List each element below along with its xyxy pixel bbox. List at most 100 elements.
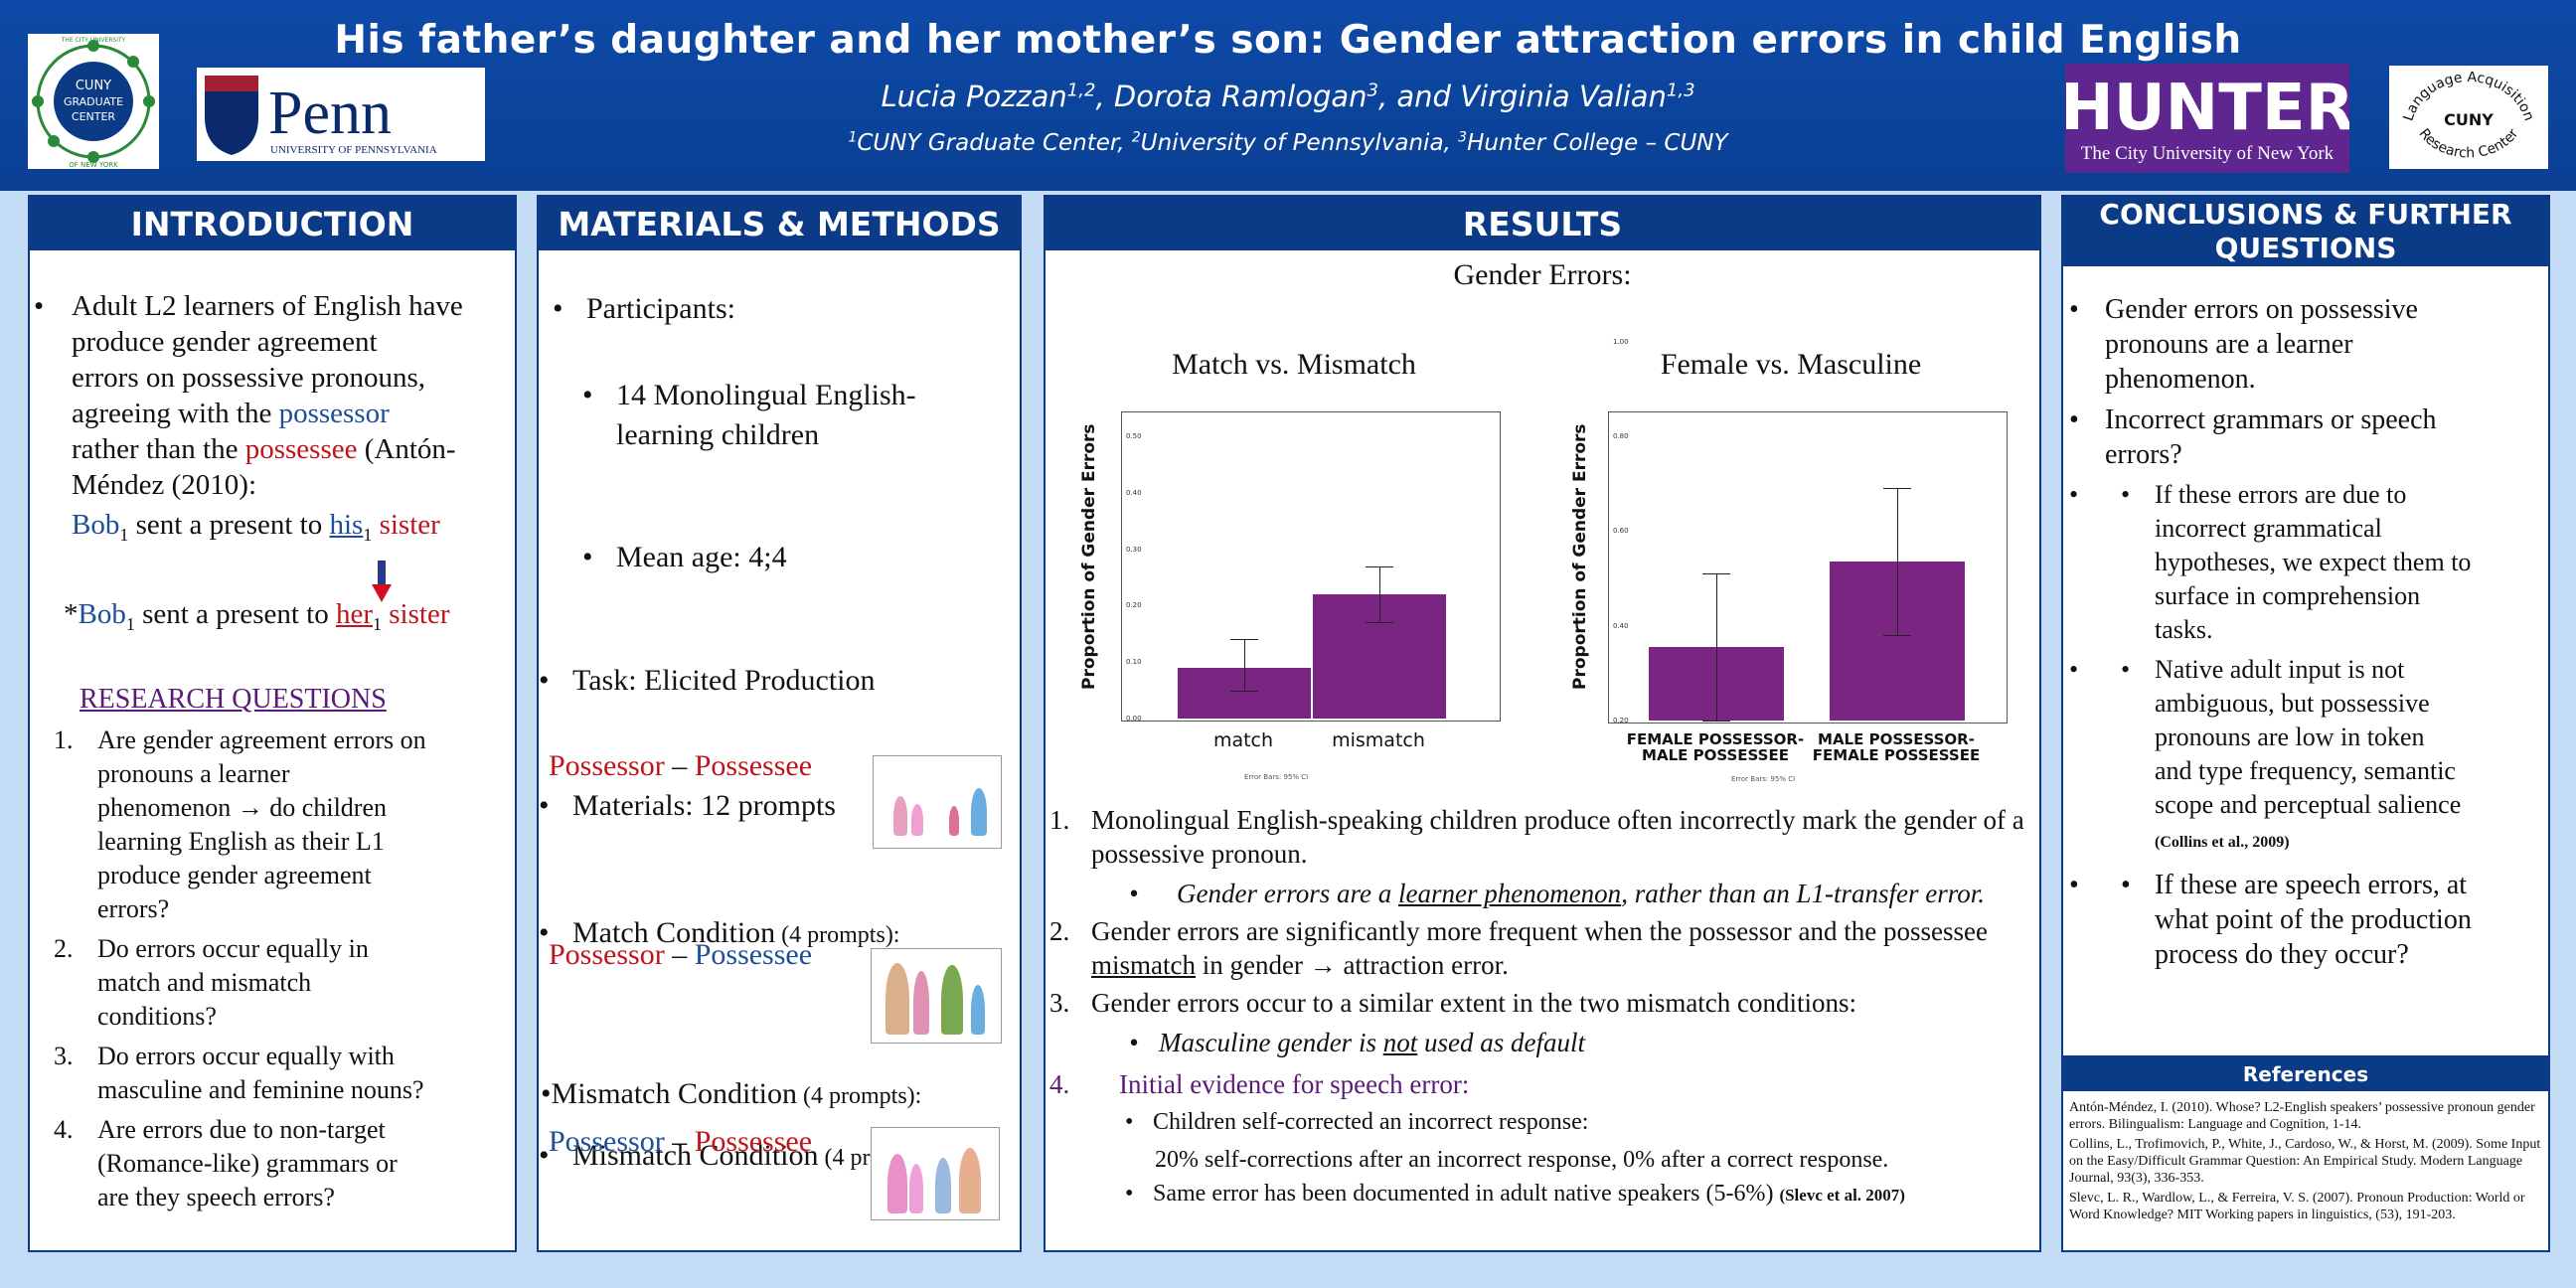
hunter-logo-sub: The City University of New York bbox=[2081, 143, 2334, 164]
task-item: Task: Elicited Production bbox=[535, 664, 1016, 698]
research-question-3: 3. Do errors occur equally with masculine … bbox=[54, 1042, 424, 1104]
chart-2-errorcap bbox=[1702, 721, 1730, 722]
affiliations-text: 1CUNY Graduate Center, 2University of Pe… bbox=[848, 129, 1728, 156]
chart-1-ytick: 0.10 bbox=[1126, 658, 1142, 667]
research-questions-list: 1. Are gender agreement errors on pronouns… bbox=[54, 724, 521, 1220]
cuny-logo-bottom: OF NEW YORK bbox=[69, 161, 118, 169]
result-point-1: 1. Monolingual English-speaking children … bbox=[1049, 805, 2024, 869]
chart-1-ytick: 0.40 bbox=[1126, 488, 1142, 497]
chart-1-footnote: Error Bars: 95% CI bbox=[1244, 773, 1309, 781]
chart-1-title: Match vs. Mismatch bbox=[1172, 348, 1416, 381]
result-point-4-sub-3: • Same error has been documented in adult… bbox=[1125, 1181, 1905, 1207]
chart-2-ytick: 0.20 bbox=[1613, 717, 1629, 724]
result-point-4: 4. Initial evidence for speech error: bbox=[1049, 1069, 1470, 1099]
hunter-logo: HUNTER The City University of New York bbox=[2060, 64, 2354, 173]
chart-1-category-2: mismatch bbox=[1332, 729, 1425, 751]
result-point-3: 3. Gender errors occur to a similar exten… bbox=[1049, 988, 1857, 1018]
svg-text:Research Center: Research Center bbox=[2416, 126, 2522, 162]
poster-authors: Lucia Pozzan1,2, Dorota Ramlogan3, and V… bbox=[0, 80, 2576, 113]
chart-2-plot: 0.20 0.40 0.60 0.80 1.00 bbox=[1608, 338, 2008, 724]
chart-2-errorbar-2 bbox=[1897, 488, 1898, 636]
larc-logo-mid: CUNY bbox=[2444, 110, 2494, 129]
chart-1-ylabel: Proportion of Gender Errors bbox=[1079, 423, 1099, 690]
penn-logo-word: Penn bbox=[268, 80, 392, 147]
chart-1-errorcap bbox=[1366, 565, 1393, 567]
chart-2-ytick: 0.40 bbox=[1613, 621, 1629, 630]
conclusions-panel: CONCLUSIONS & FURTHER QUESTIONS Gender e… bbox=[2061, 195, 2550, 1057]
chart-2-footnote: Error Bars: 95% CI bbox=[1731, 775, 1796, 783]
penn-logo: Penn UNIVERSITY OF PENNSYLVANIA bbox=[197, 68, 485, 161]
chart-1-ytick: 0.00 bbox=[1126, 715, 1142, 723]
conclusions-heading: CONCLUSIONS & FURTHER QUESTIONS bbox=[2063, 197, 2548, 266]
result-point-4-sub-2: 20% self-corrections after an incorrect … bbox=[1155, 1147, 1889, 1173]
results-list: 1. Monolingual English-speaking children … bbox=[1049, 803, 2037, 1208]
reference-2: Collins, L., Trofimovich, P., White, J.,… bbox=[2069, 1137, 2541, 1186]
mismatch-pair-2: Possessor – Possessee bbox=[549, 1125, 813, 1158]
chart-1-errorbar-1 bbox=[1244, 639, 1245, 691]
result-point-2: 2. Gender errors are significantly more f… bbox=[1049, 916, 1988, 980]
chart-2-errorcap bbox=[1883, 488, 1911, 490]
larc-logo: Language Acquisition CUNY Research Cente… bbox=[2389, 66, 2548, 169]
cuny-logo-l2: GRADUATE bbox=[64, 95, 123, 108]
chart-1-errorcap bbox=[1230, 639, 1258, 641]
mismatch-pair-1: Possessor – Possessee bbox=[549, 938, 813, 971]
reference-3: Slevc, L. R., Wardlow, L., & Ferreira, V… bbox=[2069, 1191, 2525, 1222]
references-list: Antón-Méndez, I. (2010). Whose? L2-Engli… bbox=[2069, 1099, 2544, 1223]
chart-2-errorbar-1 bbox=[1716, 573, 1717, 721]
chart-1-ytick: 0.50 bbox=[1126, 432, 1142, 440]
references-panel: References Antón-Méndez, I. (2010). Whos… bbox=[2061, 1057, 2550, 1252]
chart-2-errorcap bbox=[1702, 573, 1730, 575]
results-subheading: Gender Errors: bbox=[1453, 258, 1632, 291]
research-questions-heading: RESEARCH QUESTIONS bbox=[80, 684, 387, 715]
chart-1-errorcap bbox=[1230, 690, 1258, 692]
chart-1-category-1: match bbox=[1212, 729, 1274, 751]
participants-sub-1: 14 Monolingual English-learning children bbox=[578, 376, 1059, 455]
cuny-logo-top: THE CITY UNIVERSITY bbox=[61, 37, 126, 44]
methods-panel: MATERIALS & METHODS Participants: 14 Mon… bbox=[537, 195, 1022, 1252]
cuny-logo: CUNY GRADUATE CENTER THE CITY UNIVERSITY… bbox=[28, 34, 159, 169]
match-pair: Possessor – Possessee bbox=[549, 749, 813, 782]
example-1: Bob1 sent a present to his1 sister bbox=[72, 509, 440, 545]
larc-logo-bottom: Research Center bbox=[2416, 126, 2522, 162]
arrow-down-icon bbox=[372, 561, 392, 607]
chart-1-errorbar-2 bbox=[1379, 565, 1380, 623]
result-point-3-sub: • Masculine gender is not used as default bbox=[1129, 1028, 1585, 1057]
chart-2-category-2: MALE POSSESSOR- FEMALE POSSESSEE bbox=[1812, 730, 1981, 764]
chart-2-ylabel: Proportion of Gender Errors bbox=[1570, 423, 1590, 690]
authors-text: Lucia Pozzan1,2, Dorota Ramlogan3, and V… bbox=[881, 80, 1695, 113]
result-point-2-text: Gender errors are significantly more fre… bbox=[1091, 916, 1988, 980]
chart-2-ytick: 1.00 bbox=[1613, 337, 1629, 346]
chart-2-errorcap bbox=[1883, 635, 1911, 637]
results-heading: RESULTS bbox=[1046, 197, 2039, 250]
mismatch-picture-2 bbox=[871, 1127, 1000, 1220]
intro-panel: INTRODUCTION Adult L2 learners of Englis… bbox=[28, 195, 517, 1252]
chart-1-ytick: 0.30 bbox=[1126, 545, 1142, 554]
research-question-1: 1. Are gender agreement errors on pronouns… bbox=[54, 725, 426, 923]
materials-item: Materials: 12 prompts bbox=[535, 789, 1016, 823]
poster-affiliations: 1CUNY Graduate Center, 2University of Pe… bbox=[0, 129, 2576, 156]
participants-sub-2: Mean age: 4;4 bbox=[578, 541, 1059, 574]
example-2: *Bob1 sent a present to her1 sister bbox=[64, 598, 450, 634]
intro-heading: INTRODUCTION bbox=[30, 197, 515, 250]
chart-2-ytick: 0.80 bbox=[1613, 432, 1629, 440]
penn-logo-sub: UNIVERSITY OF PENNSYLVANIA bbox=[270, 144, 437, 156]
intro-bullet: Adult L2 learners of English haveproduce… bbox=[30, 288, 559, 503]
references-heading: References bbox=[2063, 1057, 2548, 1091]
methods-heading: MATERIALS & METHODS bbox=[539, 197, 1020, 250]
mismatch-picture-1 bbox=[871, 948, 1002, 1044]
research-question-2: 2. Do errors occur equally in match and mi… bbox=[54, 934, 369, 1031]
match-condition: Match Condition (4 prompts): bbox=[535, 916, 1016, 950]
results-panel: RESULTS Gender Errors: Match vs. Mismatc… bbox=[1044, 195, 2041, 1252]
cuny-logo-l3: CENTER bbox=[72, 110, 116, 123]
chart-2-ytick: 0.60 bbox=[1613, 527, 1629, 536]
chart-1-plot: 0.00 0.10 0.20 0.30 0.40 0.50 bbox=[1121, 411, 1501, 723]
result-point-1-sub: • Gender errors are a learner phenomenon,… bbox=[1129, 879, 1985, 908]
reference-1: Antón-Méndez, I. (2010). Whose? L2-Engli… bbox=[2069, 1100, 2535, 1132]
chart-2-category-1: FEMALE POSSESSOR- MALE POSSESSEE bbox=[1626, 730, 1805, 764]
